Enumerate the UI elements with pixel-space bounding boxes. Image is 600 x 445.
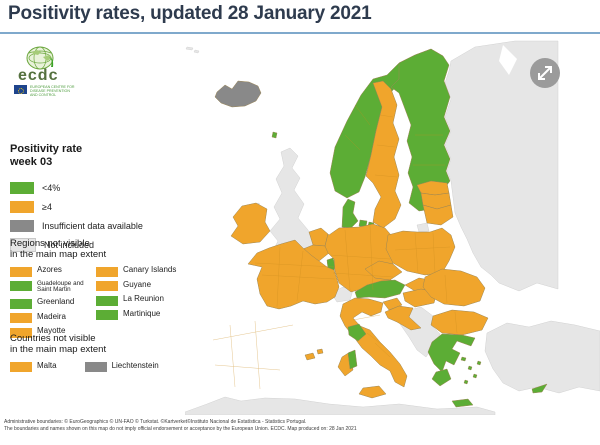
list-item: Azores: [10, 265, 96, 277]
country-ireland: [230, 202, 271, 245]
swatch: [96, 295, 118, 306]
list-item: Canary Islands: [96, 265, 182, 277]
country-russia: [444, 40, 559, 292]
country-sweden: [365, 80, 402, 229]
attribution-line1: Administrative boundaries: © EuroGeograp…: [4, 419, 307, 425]
countries-title-line2: in the main map extent: [10, 344, 107, 355]
swatch: [96, 266, 118, 277]
country-aegean-islands: [460, 356, 482, 385]
country-kaliningrad: [416, 222, 430, 233]
regions-title-line2: in the main map extent: [10, 249, 107, 260]
legend-title-line2: week 03: [10, 156, 53, 168]
map-attribution: Administrative boundaries: © EuroGeograp…: [4, 419, 357, 432]
swatch: [10, 298, 32, 309]
country-north-africa: [185, 396, 496, 415]
expand-button[interactable]: [530, 58, 560, 88]
country-sicily: [358, 385, 387, 399]
legend-item-not-included: Not included: [10, 235, 143, 254]
swatch: [10, 361, 32, 372]
swatch: [96, 281, 118, 291]
list-item: Greenland: [10, 298, 96, 309]
list-item: Guadeloupe and Saint Martin: [10, 280, 96, 295]
regions-not-visible-list: Regions not visible in the main map exte…: [10, 238, 182, 342]
legend-title-line1: Positivity rate: [10, 143, 83, 155]
europe-choropleth-map: [185, 35, 600, 415]
country-jan-mayen: [185, 46, 200, 54]
eu-flag-icon: [14, 85, 27, 94]
ecdc-logo-word: ecdc: [18, 67, 59, 84]
list-item: Madeira: [10, 312, 96, 324]
country-croatia: [384, 305, 422, 331]
country-iceland: [214, 80, 262, 108]
swatch: [10, 313, 32, 324]
countries-not-visible-list: Countries not visible in the main map ex…: [10, 333, 182, 372]
country-corsica: [347, 349, 358, 370]
swatch-light-gray: [10, 237, 36, 252]
title-underline: [0, 32, 600, 34]
ecdc-logo-graphic: [26, 46, 54, 70]
swatch: [84, 361, 107, 372]
country-turkey: [484, 320, 600, 394]
country-romania: [422, 268, 486, 307]
swatch: [10, 266, 32, 277]
country-france: [247, 239, 340, 310]
country-greece-peloponnese: [431, 368, 452, 387]
country-slovenia: [382, 297, 403, 311]
positivity-legend: Positivity rate week 03 <4% ≥4 Insuffici…: [10, 143, 143, 254]
not-included-countries: [185, 40, 600, 415]
legend-item-insufficient: Insufficient data available: [10, 216, 143, 235]
country-lithuania: [422, 204, 454, 226]
country-greece-crete: [451, 398, 474, 408]
country-greece: [427, 333, 476, 373]
attribution-line2: The boundaries and names shown on this m…: [4, 425, 357, 432]
legend-item-gte4: ≥4: [10, 197, 143, 216]
ecdc-logo-subtitle: European Centre for Disease Prevention a…: [30, 85, 75, 98]
country-balearic-islands: [304, 348, 324, 361]
country-italy-tuscany: [347, 323, 367, 342]
country-poland: [385, 227, 456, 276]
white-sea-inlet: [499, 45, 517, 75]
country-cyprus: [531, 383, 548, 394]
swatch-dark-gray: [10, 219, 34, 232]
ecdc-logo: ecdc European Centre for Disease Prevent…: [14, 45, 104, 98]
page-title: Positivity rates, updated 28 January 202…: [8, 3, 372, 24]
swatch: [10, 281, 32, 291]
list-item: Mayotte: [10, 327, 96, 338]
country-austria: [354, 279, 406, 299]
reporting-countries: [214, 48, 548, 408]
swatch: [96, 310, 118, 320]
nuts-region-borders: [212, 104, 458, 390]
map-legend-panel: ecdc European Centre for Disease Prevent…: [0, 35, 185, 415]
country-faroe-islands: [271, 131, 278, 139]
list-item: Liechtenstein: [84, 361, 159, 372]
list-item: La Reunion: [96, 294, 182, 306]
country-bulgaria: [430, 309, 489, 336]
swatch: [10, 327, 32, 338]
countries-title-line1: Countries not visible: [10, 333, 96, 344]
expand-arrows-icon: [538, 66, 552, 80]
country-czechia: [364, 260, 403, 281]
regions-title-line1: Regions not visible: [10, 238, 90, 249]
list-item: Guyane: [96, 280, 182, 291]
swatch-green: [10, 181, 34, 194]
legend-item-lt4: <4%: [10, 178, 143, 197]
country-denmark: [341, 198, 359, 229]
country-italy: [339, 297, 408, 388]
swatch-orange: [10, 200, 34, 213]
list-item: Martinique: [96, 309, 182, 320]
list-item: Malta: [10, 361, 57, 372]
